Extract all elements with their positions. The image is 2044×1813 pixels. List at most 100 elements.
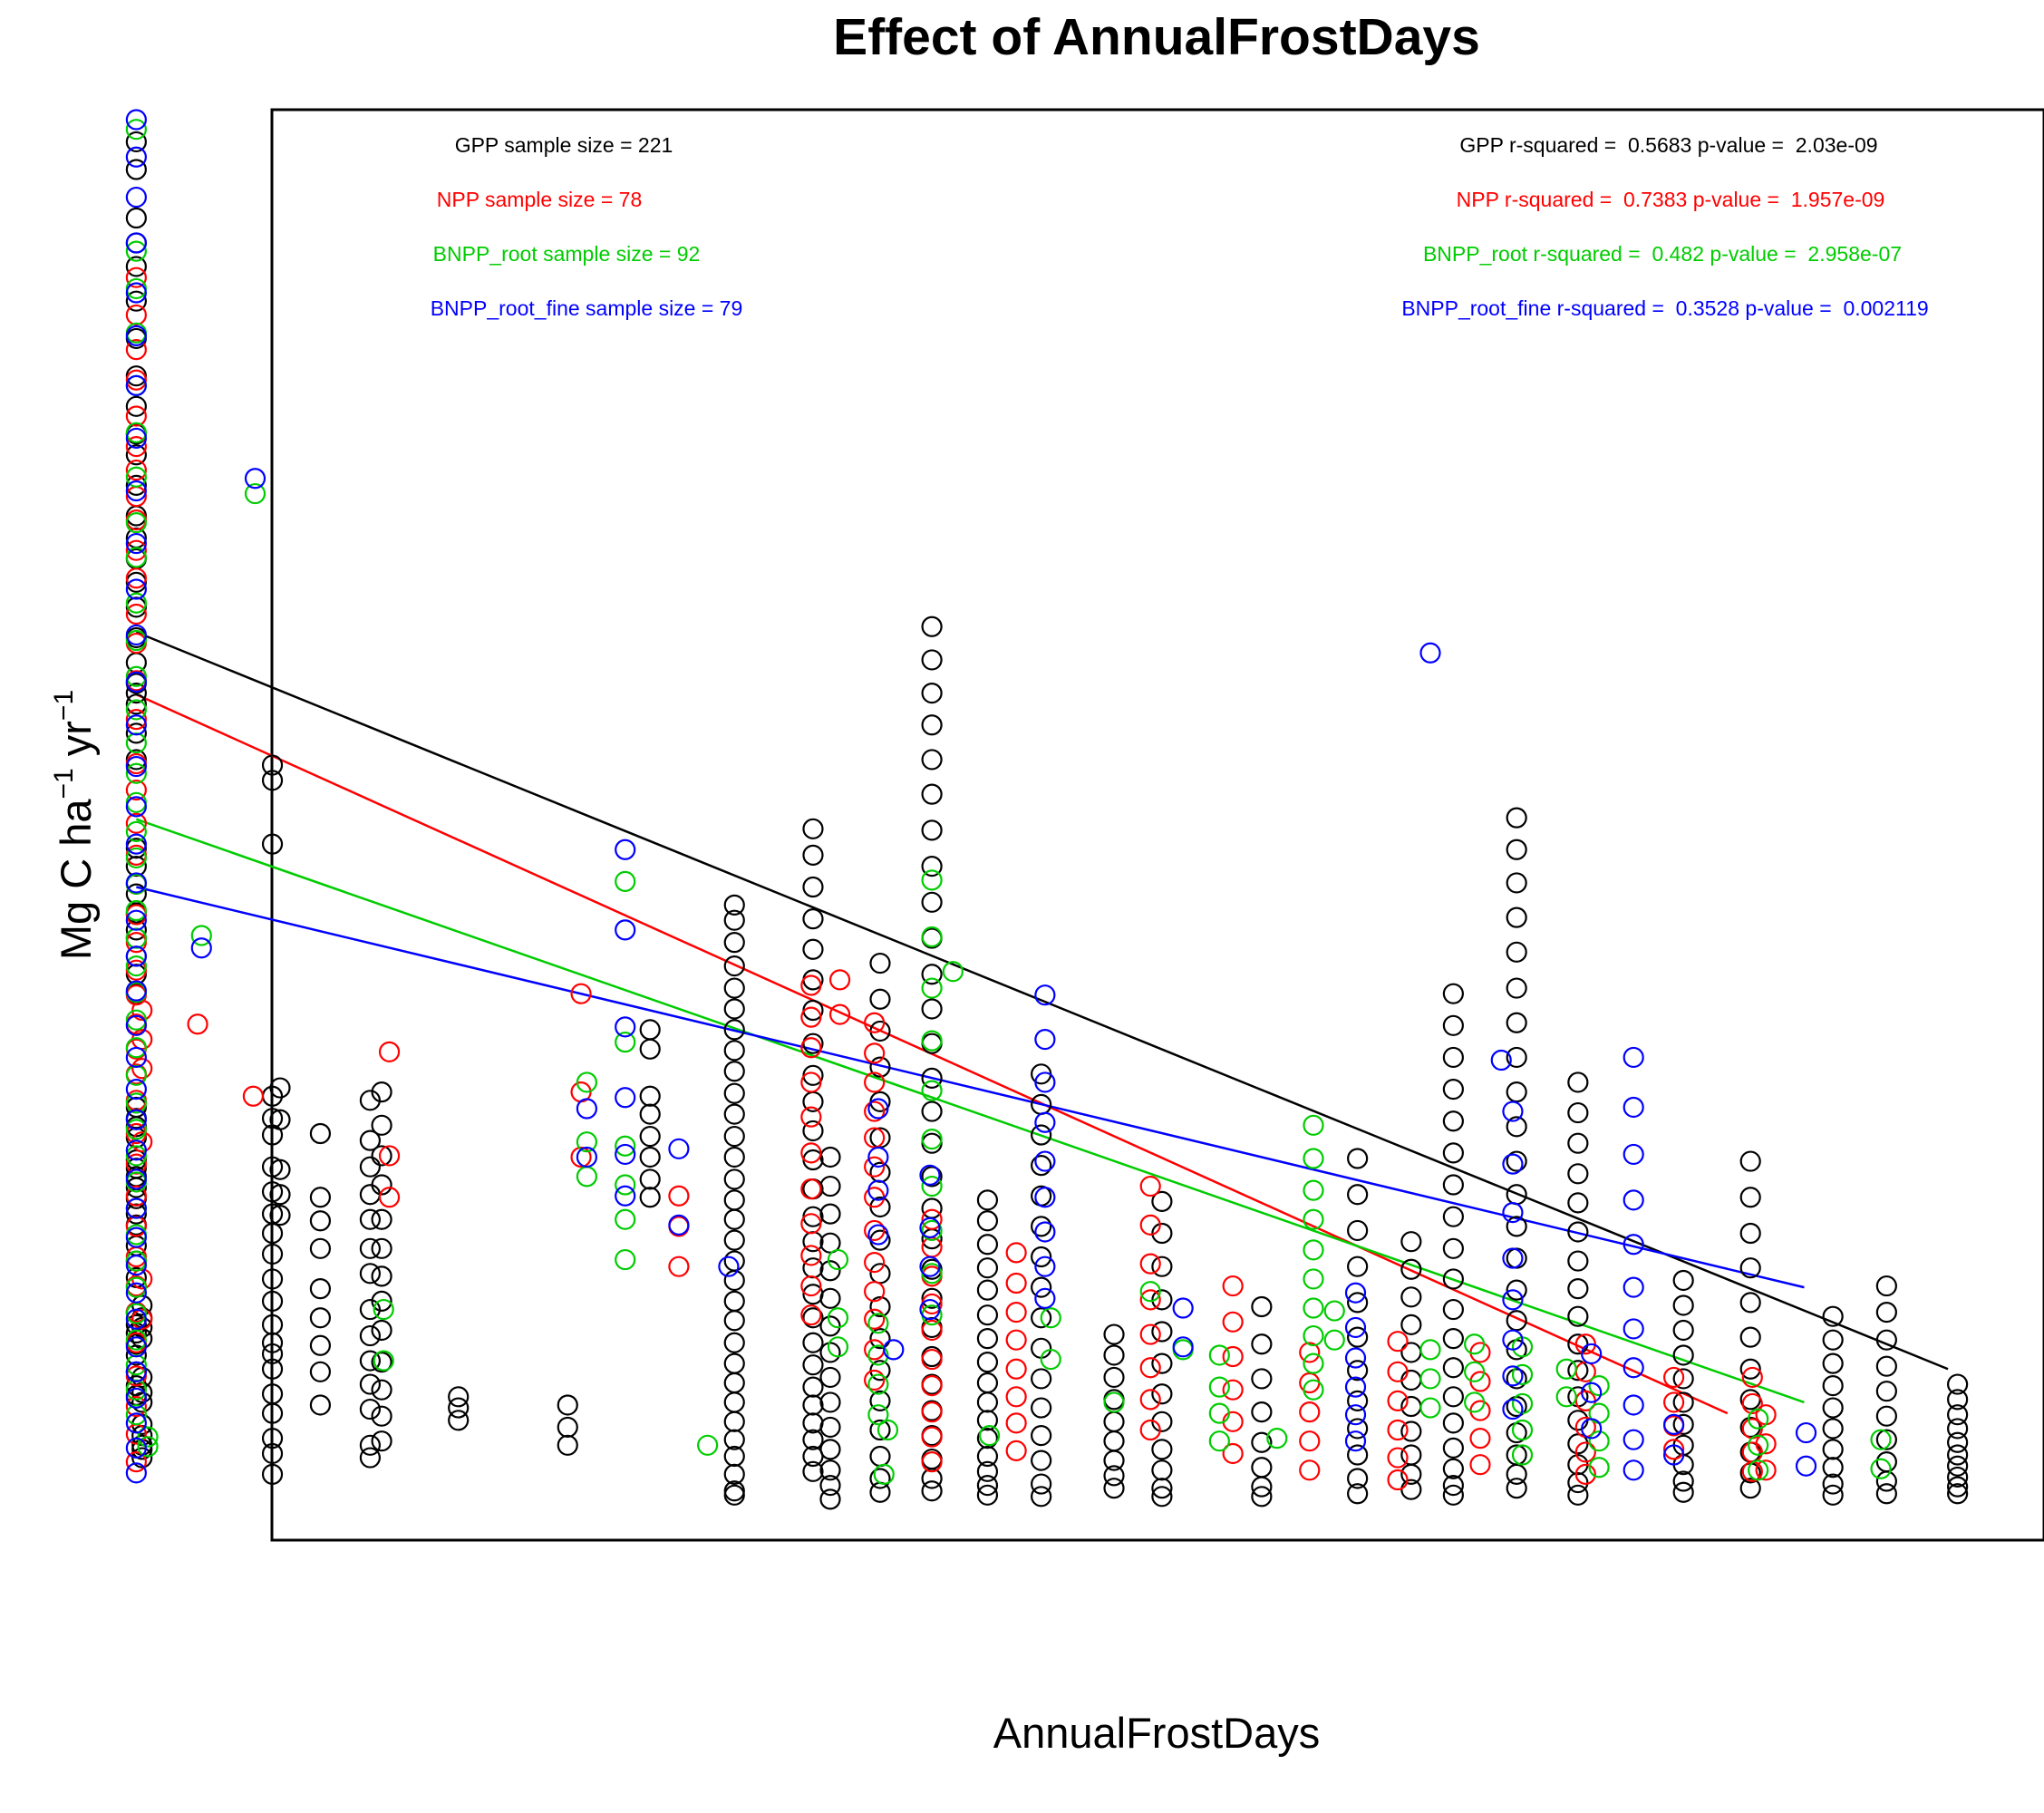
data-point xyxy=(869,1295,891,1318)
data-point xyxy=(697,1434,719,1456)
data-point xyxy=(864,1127,886,1149)
data-point xyxy=(448,1397,470,1419)
data-point xyxy=(371,1290,392,1312)
data-point xyxy=(723,1332,745,1353)
data-point xyxy=(723,1125,745,1148)
data-point xyxy=(125,1037,147,1059)
data-point xyxy=(1567,1360,1589,1382)
data-point xyxy=(864,1219,886,1242)
data-point xyxy=(125,369,147,391)
data-point xyxy=(1005,1272,1027,1294)
annotation-npp-sample-size: NPP sample size = 78 xyxy=(437,188,643,211)
data-point xyxy=(1662,1444,1685,1466)
data-point xyxy=(125,693,147,715)
data-point xyxy=(1266,1428,1288,1449)
data-point xyxy=(1251,1401,1273,1423)
data-point xyxy=(309,1394,332,1416)
data-point xyxy=(1034,1221,1056,1243)
data-point xyxy=(1822,1352,1844,1374)
data-point xyxy=(921,783,943,805)
data-point xyxy=(1795,1421,1817,1444)
data-point xyxy=(1344,1404,1367,1426)
data-point xyxy=(1031,1246,1052,1268)
data-point xyxy=(921,926,943,948)
data-point xyxy=(1442,1206,1464,1227)
data-point xyxy=(615,1087,636,1109)
data-point xyxy=(1347,1418,1369,1440)
data-point xyxy=(1344,1282,1367,1304)
data-point xyxy=(125,1387,147,1409)
data-point xyxy=(723,1146,745,1168)
data-point xyxy=(1347,1219,1369,1242)
data-point xyxy=(921,1480,943,1502)
data-point xyxy=(867,1344,889,1366)
data-point xyxy=(1875,1275,1897,1297)
data-point xyxy=(1442,1110,1464,1132)
data-point xyxy=(1875,1355,1897,1377)
data-point xyxy=(359,1324,381,1347)
data-point xyxy=(1344,1316,1367,1339)
data-point xyxy=(1506,977,1527,999)
data-point xyxy=(359,1237,381,1259)
data-point xyxy=(1623,1234,1644,1256)
data-point xyxy=(190,925,212,946)
data-point xyxy=(261,1442,284,1465)
data-point xyxy=(1387,1390,1409,1412)
data-point xyxy=(639,1187,661,1208)
data-point xyxy=(125,629,147,652)
data-point xyxy=(802,1120,824,1142)
data-point xyxy=(1822,1305,1844,1327)
data-point xyxy=(639,1103,661,1125)
data-point xyxy=(1387,1447,1409,1469)
data-point xyxy=(976,1391,999,1413)
data-point xyxy=(1208,1402,1230,1424)
data-point xyxy=(1506,1216,1527,1237)
data-point xyxy=(125,277,147,300)
data-point xyxy=(921,1030,943,1052)
data-point xyxy=(131,1058,153,1080)
data-point xyxy=(1567,1305,1589,1327)
data-point xyxy=(1947,1444,1969,1466)
data-point xyxy=(919,1256,941,1277)
data-point xyxy=(869,1468,891,1489)
data-point xyxy=(1139,1389,1161,1411)
data-point xyxy=(921,1129,943,1150)
data-point xyxy=(1502,1398,1524,1420)
data-point xyxy=(1139,1323,1161,1345)
data-point xyxy=(1442,1174,1464,1196)
data-point xyxy=(1222,1275,1244,1297)
data-point xyxy=(869,988,891,1010)
data-point xyxy=(1875,1381,1897,1402)
data-point xyxy=(1031,1397,1052,1419)
data-point xyxy=(1323,1329,1345,1351)
data-point xyxy=(921,964,943,985)
data-point xyxy=(1822,1418,1844,1440)
data-point xyxy=(1490,1049,1512,1071)
data-point xyxy=(1822,1329,1844,1351)
data-point xyxy=(309,1278,332,1300)
data-point xyxy=(1748,1434,1769,1456)
data-point xyxy=(921,998,943,1020)
data-point xyxy=(1034,1111,1056,1133)
data-point xyxy=(800,974,822,996)
data-point xyxy=(125,1303,147,1324)
data-point xyxy=(802,1429,824,1450)
data-point xyxy=(359,1373,381,1395)
data-point xyxy=(1344,1430,1367,1452)
data-point xyxy=(1875,1302,1897,1323)
data-point xyxy=(187,1013,208,1035)
data-point xyxy=(1387,1331,1409,1352)
data-point xyxy=(576,1131,597,1153)
data-point xyxy=(1875,1405,1897,1427)
data-point xyxy=(1005,1329,1027,1351)
data-point xyxy=(1739,1416,1761,1439)
data-point xyxy=(125,1064,147,1086)
data-point xyxy=(1419,1368,1441,1390)
data-point xyxy=(570,983,592,1004)
data-point xyxy=(1672,1368,1694,1390)
data-point xyxy=(1040,1348,1061,1371)
data-point xyxy=(976,1210,999,1232)
data-point xyxy=(1502,1289,1524,1311)
data-point xyxy=(942,961,964,983)
data-point xyxy=(1506,1012,1527,1033)
